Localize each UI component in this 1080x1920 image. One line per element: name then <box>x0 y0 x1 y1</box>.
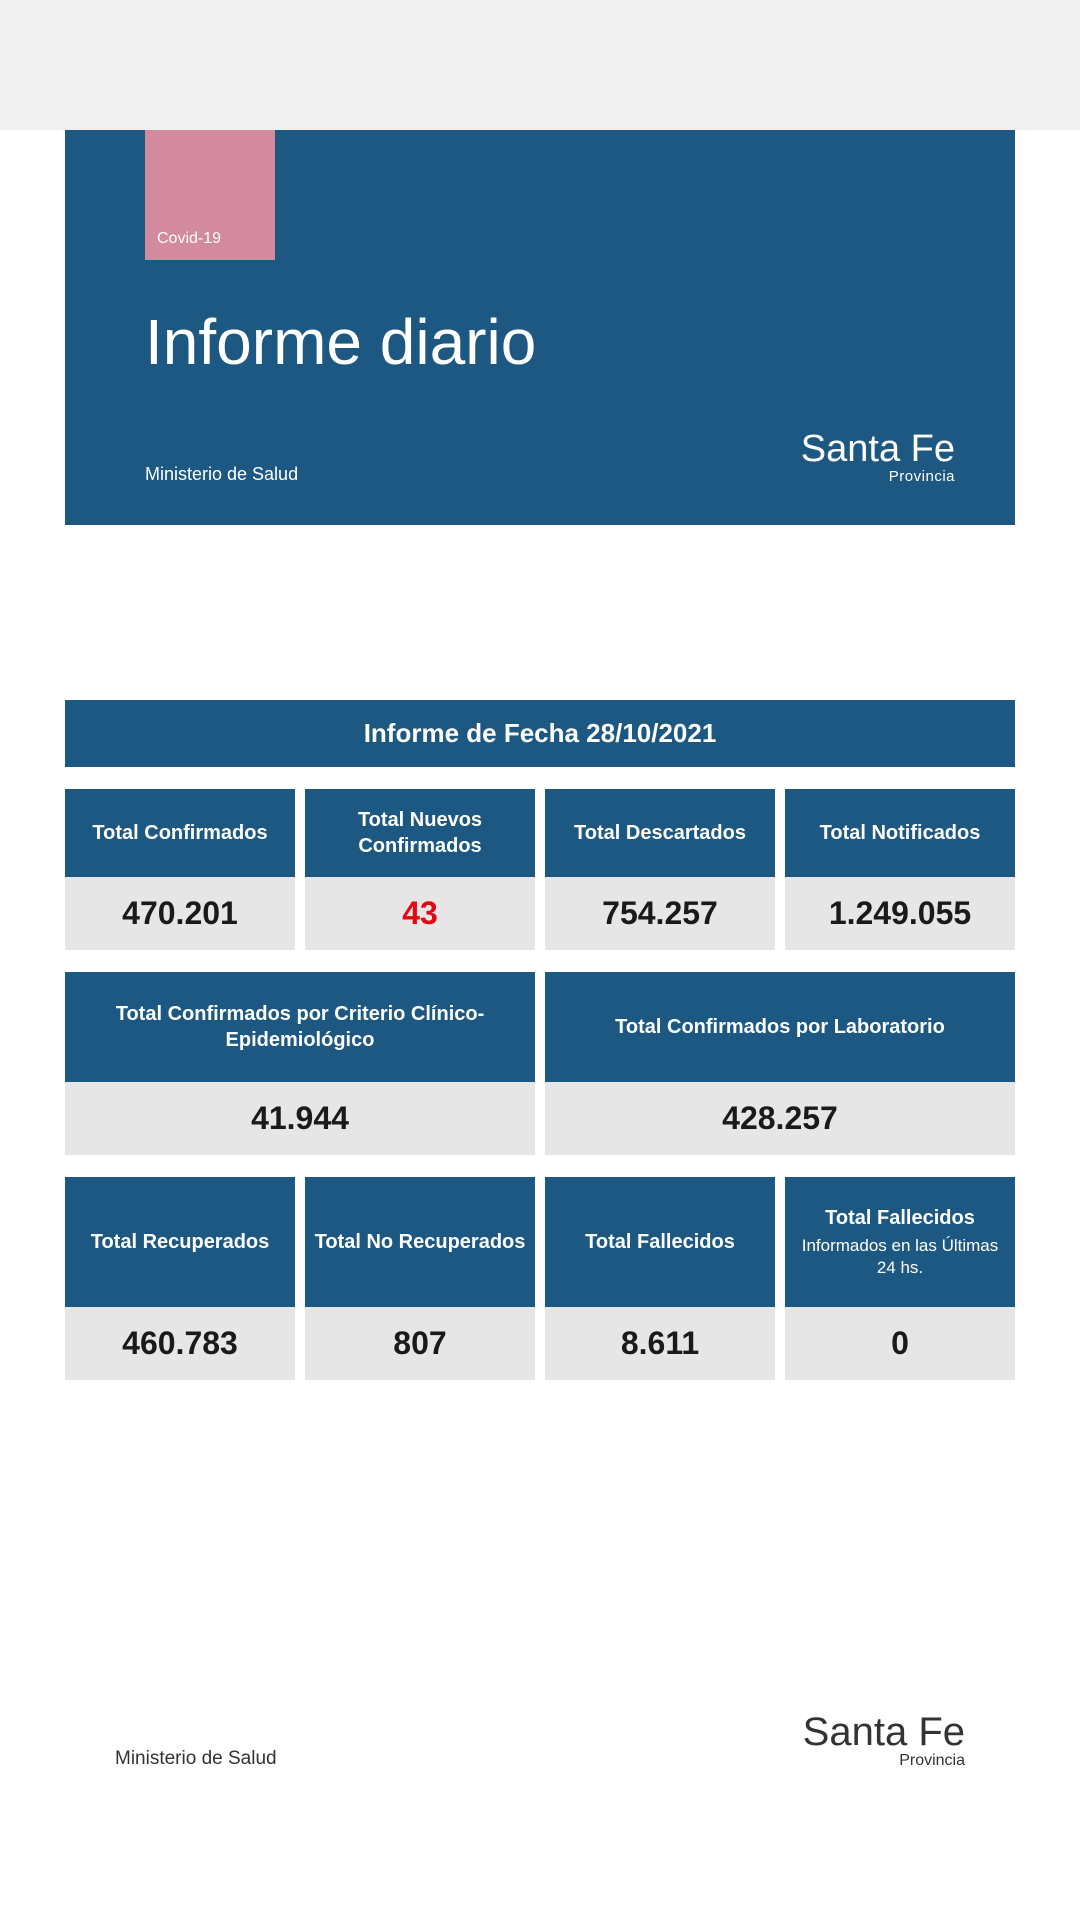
stat-value: 41.944 <box>65 1082 535 1155</box>
stat-header: Total Confirmados <box>65 789 295 877</box>
stat-value: 428.257 <box>545 1082 1015 1155</box>
ministry-label: Ministerio de Salud <box>145 464 298 485</box>
top-bar <box>0 0 1080 130</box>
stat-value-highlighted: 43 <box>305 877 535 950</box>
covid-badge-text: Covid-19 <box>157 230 221 248</box>
footer-logo-main: Santa Fe <box>803 1712 965 1752</box>
stat-value: 1.249.055 <box>785 877 1015 950</box>
footer-logo: Santa Fe Provincia <box>803 1712 965 1770</box>
stat-cell: Total Fallecidos Informados en las Últim… <box>785 1177 1015 1380</box>
stat-label: Total Recuperados <box>91 1229 270 1255</box>
stat-value: 470.201 <box>65 877 295 950</box>
covid-badge: Covid-19 <box>145 130 275 260</box>
stat-value: 807 <box>305 1307 535 1380</box>
stat-header: Total Fallecidos Informados en las Últim… <box>785 1177 1015 1307</box>
stat-header: Total No Recuperados <box>305 1177 535 1307</box>
stat-row-2: Total Confirmados por Criterio Clínico-E… <box>65 972 1015 1155</box>
stat-label: Total No Recuperados <box>315 1229 526 1255</box>
stat-cell: Total Recuperados 460.783 <box>65 1177 295 1380</box>
stat-value: 754.257 <box>545 877 775 950</box>
stat-header: Total Fallecidos <box>545 1177 775 1307</box>
stat-cell: Total Descartados 754.257 <box>545 789 775 950</box>
stat-value: 0 <box>785 1307 1015 1380</box>
stat-cell: Total Fallecidos 8.611 <box>545 1177 775 1380</box>
page-footer: Ministerio de Salud Santa Fe Provincia <box>65 1712 1015 1770</box>
header-card: Covid-19 Informe diario Ministerio de Sa… <box>65 130 1015 525</box>
content-wrapper: Covid-19 Informe diario Ministerio de Sa… <box>0 130 1080 1380</box>
logo-sub: Provincia <box>801 468 955 485</box>
stat-cell: Total Confirmados 470.201 <box>65 789 295 950</box>
stat-header: Total Descartados <box>545 789 775 877</box>
stat-cell: Total Nuevos Confirmados 43 <box>305 789 535 950</box>
stat-label: Total Fallecidos <box>585 1229 735 1255</box>
stat-row-1: Total Confirmados 470.201 Total Nuevos C… <box>65 789 1015 950</box>
stat-header: Total Confirmados por Criterio Clínico-E… <box>65 972 535 1082</box>
stat-label: Total Fallecidos <box>825 1207 975 1229</box>
header-footer: Ministerio de Salud Santa Fe Provincia <box>145 430 955 485</box>
stat-row-3: Total Recuperados 460.783 Total No Recup… <box>65 1177 1015 1380</box>
stat-header: Total Notificados <box>785 789 1015 877</box>
stat-value: 8.611 <box>545 1307 775 1380</box>
footer-ministry: Ministerio de Salud <box>115 1748 277 1770</box>
report-title: Informe diario <box>145 305 536 379</box>
logo-main: Santa Fe <box>801 430 955 468</box>
stat-header: Total Recuperados <box>65 1177 295 1307</box>
stat-cell: Total Confirmados por Laboratorio 428.25… <box>545 972 1015 1155</box>
stat-sublabel: Informados en las Últimas 24 hs. <box>793 1235 1007 1279</box>
date-banner: Informe de Fecha 28/10/2021 <box>65 700 1015 767</box>
santa-fe-logo: Santa Fe Provincia <box>801 430 955 485</box>
stat-header: Total Nuevos Confirmados <box>305 789 535 877</box>
footer-logo-sub: Provincia <box>803 1752 965 1770</box>
stat-cell: Total Confirmados por Criterio Clínico-E… <box>65 972 535 1155</box>
stat-cell: Total Notificados 1.249.055 <box>785 789 1015 950</box>
stat-cell: Total No Recuperados 807 <box>305 1177 535 1380</box>
stat-value: 460.783 <box>65 1307 295 1380</box>
stat-header: Total Confirmados por Laboratorio <box>545 972 1015 1082</box>
